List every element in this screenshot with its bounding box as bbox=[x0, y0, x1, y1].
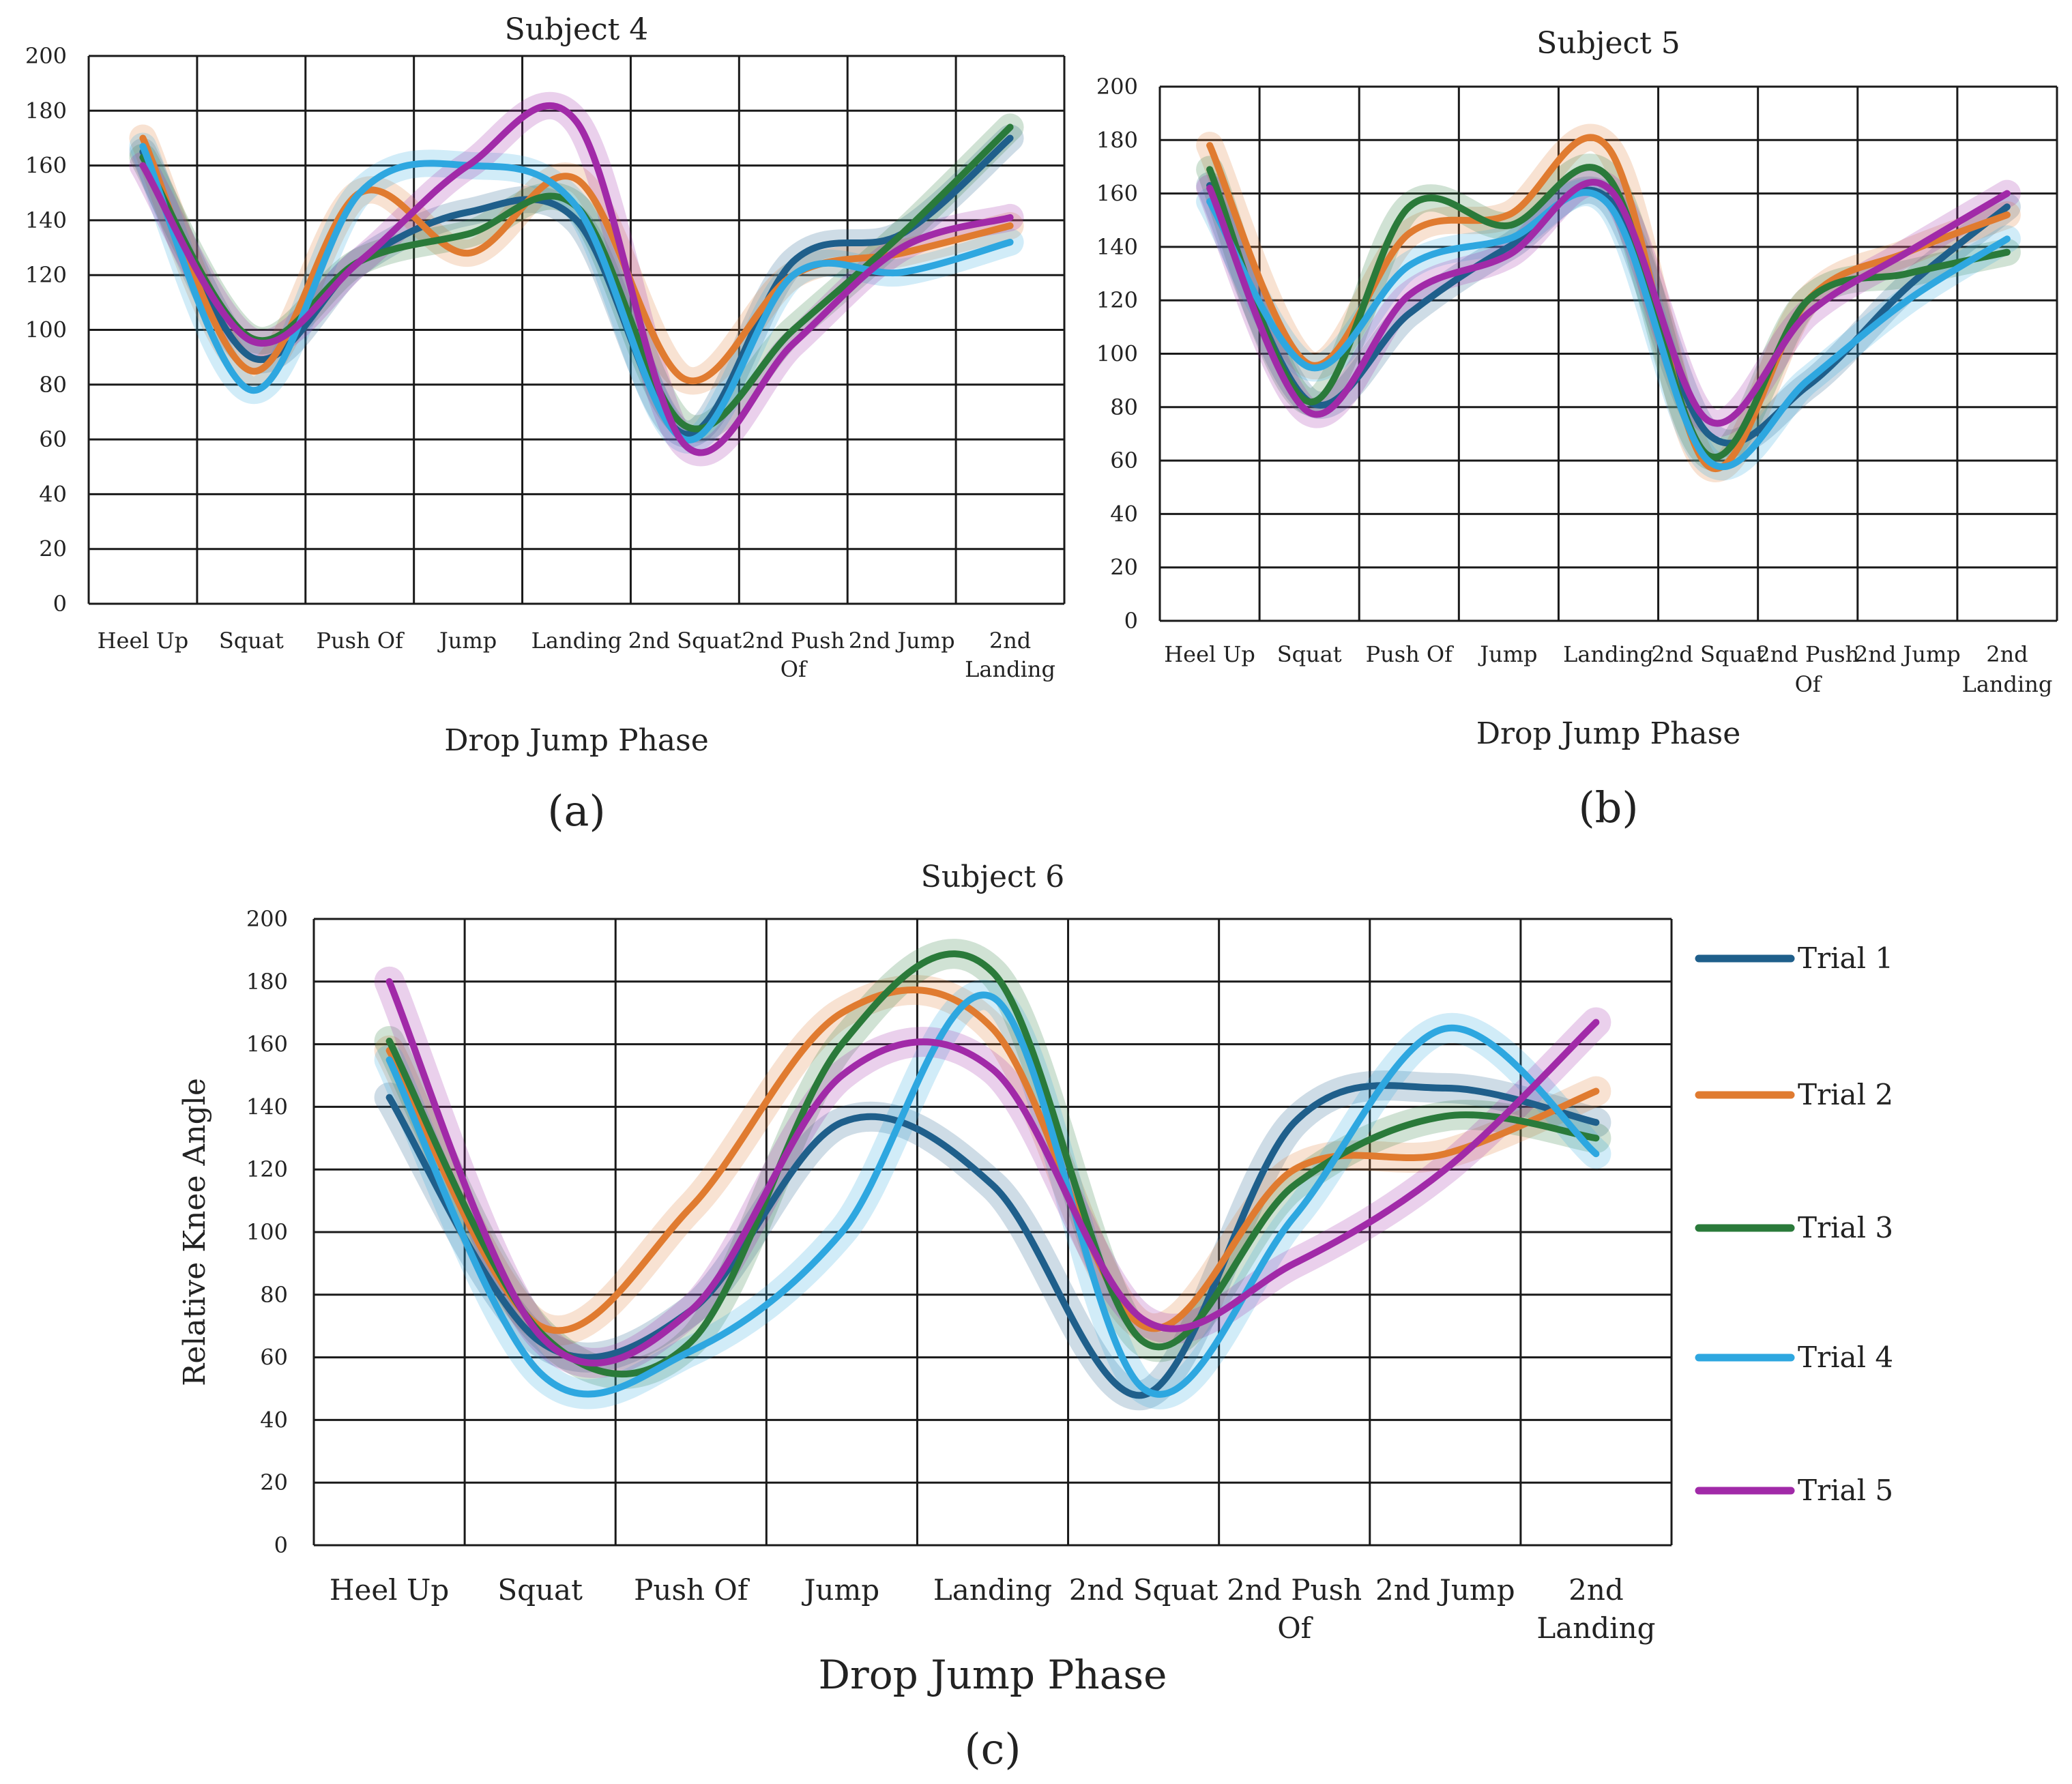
y-tick-label-20: 20 bbox=[260, 1469, 288, 1495]
y-tick-label-100: 100 bbox=[25, 317, 67, 343]
series-glow-trial-4 bbox=[1196, 179, 2021, 480]
y-tick-label-80: 80 bbox=[1110, 394, 1138, 420]
y-tick-label-0: 0 bbox=[274, 1532, 288, 1558]
x-tick-label-landing: Landing bbox=[933, 1573, 1052, 1607]
y-tick-label-120: 120 bbox=[1096, 287, 1138, 313]
x-tick-label-landing: Landing bbox=[1563, 641, 1654, 667]
series-line-trial-4 bbox=[139, 143, 1014, 443]
y-tick-label-200: 200 bbox=[1096, 74, 1138, 100]
x-tick-label-heel-up: Heel Up bbox=[98, 628, 189, 654]
legend: Trial 1 Trial 2 Trial 3 Trial 4 Trial 5 bbox=[1695, 941, 1893, 1507]
x-tick-label-push-of: Push Of bbox=[634, 1573, 750, 1607]
x-tick-label-2nd-push-of: 2nd Push Of bbox=[1227, 1573, 1362, 1645]
chart-title: Subject 4 bbox=[505, 12, 649, 47]
x-tick-label-2nd-push-of: 2nd Push Of bbox=[1756, 641, 1859, 697]
y-tick-label-60: 60 bbox=[1110, 448, 1138, 473]
x-tick-label-landing: Landing bbox=[531, 628, 622, 654]
chart-title: Subject 5 bbox=[1536, 26, 1680, 61]
legend-label-trial-4: Trial 4 bbox=[1798, 1341, 1893, 1374]
x-tick-label-2nd-jump: 2nd Jump bbox=[849, 628, 955, 654]
y-tick-label-120: 120 bbox=[25, 262, 67, 288]
y-tick-label-160: 160 bbox=[246, 1032, 288, 1057]
chart-subject-4: 0 20 40 60 80 100 120 140 160 180 200 Heel Up Squat P… bbox=[25, 12, 1066, 836]
legend-label-trial-2: Trial 2 bbox=[1798, 1078, 1893, 1111]
chart-subject-6: 0 20 40 60 80 100 120 140 160 180 200 Heel Up Squat P… bbox=[177, 860, 1893, 1774]
y-tick-label-160: 160 bbox=[1096, 181, 1138, 207]
series-glow-trial-5 bbox=[129, 91, 1024, 467]
y-tick-label-200: 200 bbox=[25, 43, 67, 69]
x-tick-label-squat: Squat bbox=[219, 628, 284, 654]
y-tick-label-100: 100 bbox=[1096, 341, 1138, 367]
y-tick-label-40: 40 bbox=[39, 481, 67, 507]
x-tick-label-2nd-jump: 2nd Jump bbox=[1854, 641, 1961, 667]
x-tick-label-2nd-landing: 2nd Landing bbox=[1962, 641, 2053, 697]
series-line-trial-4 bbox=[385, 991, 1600, 1398]
y-tick-label-160: 160 bbox=[25, 153, 67, 179]
x-tick-label-jump: Jump bbox=[1478, 641, 1537, 667]
y-tick-label-140: 140 bbox=[25, 207, 67, 233]
series-glow-trial-4 bbox=[129, 132, 1024, 454]
chart-title: Subject 6 bbox=[921, 860, 1065, 894]
y-tick-label-120: 120 bbox=[246, 1156, 288, 1182]
series-line-trial-5 bbox=[1206, 179, 2011, 427]
x-tick-label-heel-up: Heel Up bbox=[330, 1573, 449, 1607]
y-axis-title: Relative Knee Angle bbox=[177, 1078, 212, 1386]
x-axis-title: Drop Jump Phase bbox=[444, 723, 709, 758]
y-tick-label-0: 0 bbox=[53, 591, 67, 617]
x-tick-label-2nd-push-of: 2nd Push Of bbox=[742, 628, 845, 682]
y-tick-label-100: 100 bbox=[246, 1219, 288, 1245]
x-tick-label-jump: Jump bbox=[802, 1573, 880, 1607]
x-axis-title: Drop Jump Phase bbox=[1476, 716, 1741, 751]
y-tick-label-20: 20 bbox=[39, 536, 67, 562]
y-tick-label-80: 80 bbox=[260, 1282, 288, 1308]
x-tick-label-2nd-landing: 2nd Landing bbox=[965, 628, 1055, 682]
y-tick-label-60: 60 bbox=[39, 426, 67, 452]
x-tick-label-push-of: Push Of bbox=[317, 628, 405, 654]
series-line-trial-3 bbox=[1206, 164, 2011, 461]
series-line-trial-5 bbox=[385, 978, 1600, 1366]
panel-label: (a) bbox=[547, 786, 605, 836]
y-tick-label-40: 40 bbox=[1110, 501, 1138, 527]
y-tick-label-80: 80 bbox=[39, 372, 67, 398]
series-line-trial-2 bbox=[385, 986, 1600, 1334]
y-tick-label-180: 180 bbox=[246, 969, 288, 995]
series-line-trial-4 bbox=[1206, 189, 2011, 470]
y-tick-label-20: 20 bbox=[1110, 555, 1138, 581]
legend-label-trial-5: Trial 5 bbox=[1798, 1474, 1893, 1507]
y-tick-label-180: 180 bbox=[25, 98, 67, 123]
x-tick-label-push-of: Push Of bbox=[1366, 641, 1455, 667]
legend-label-trial-3: Trial 3 bbox=[1798, 1211, 1893, 1244]
y-tick-label-140: 140 bbox=[246, 1094, 288, 1120]
y-tick-label-60: 60 bbox=[260, 1345, 288, 1371]
x-tick-label-squat: Squat bbox=[497, 1573, 583, 1607]
x-axis-title: Drop Jump Phase bbox=[819, 1652, 1167, 1698]
x-tick-label-heel-up: Heel Up bbox=[1164, 641, 1255, 667]
panel-label: (c) bbox=[964, 1724, 1021, 1774]
chart-subject-5: 0 20 40 60 80 100 120 140 160 180 200 Heel Up Squat P… bbox=[1096, 26, 2058, 832]
x-tick-label-squat: Squat bbox=[1277, 641, 1342, 667]
panel-label: (b) bbox=[1578, 783, 1638, 832]
x-tick-label-2nd-squat: 2nd Squat bbox=[628, 628, 742, 654]
x-tick-label-2nd-squat: 2nd Squat bbox=[1651, 641, 1765, 667]
y-tick-label-140: 140 bbox=[1096, 234, 1138, 260]
x-tick-label-2nd-squat: 2nd Squat bbox=[1069, 1573, 1219, 1607]
series-line-trial-1 bbox=[385, 1082, 1600, 1399]
series-line-trial-5 bbox=[139, 102, 1014, 456]
x-tick-label-2nd-jump: 2nd Jump bbox=[1375, 1573, 1515, 1607]
y-tick-label-0: 0 bbox=[1124, 608, 1138, 634]
x-tick-label-2nd-landing: 2nd Landing bbox=[1536, 1573, 1655, 1645]
y-tick-label-180: 180 bbox=[1096, 127, 1138, 153]
legend-label-trial-1: Trial 1 bbox=[1798, 941, 1893, 975]
y-tick-label-40: 40 bbox=[260, 1407, 288, 1433]
y-tick-label-200: 200 bbox=[246, 906, 288, 932]
x-tick-label-jump: Jump bbox=[437, 628, 497, 654]
